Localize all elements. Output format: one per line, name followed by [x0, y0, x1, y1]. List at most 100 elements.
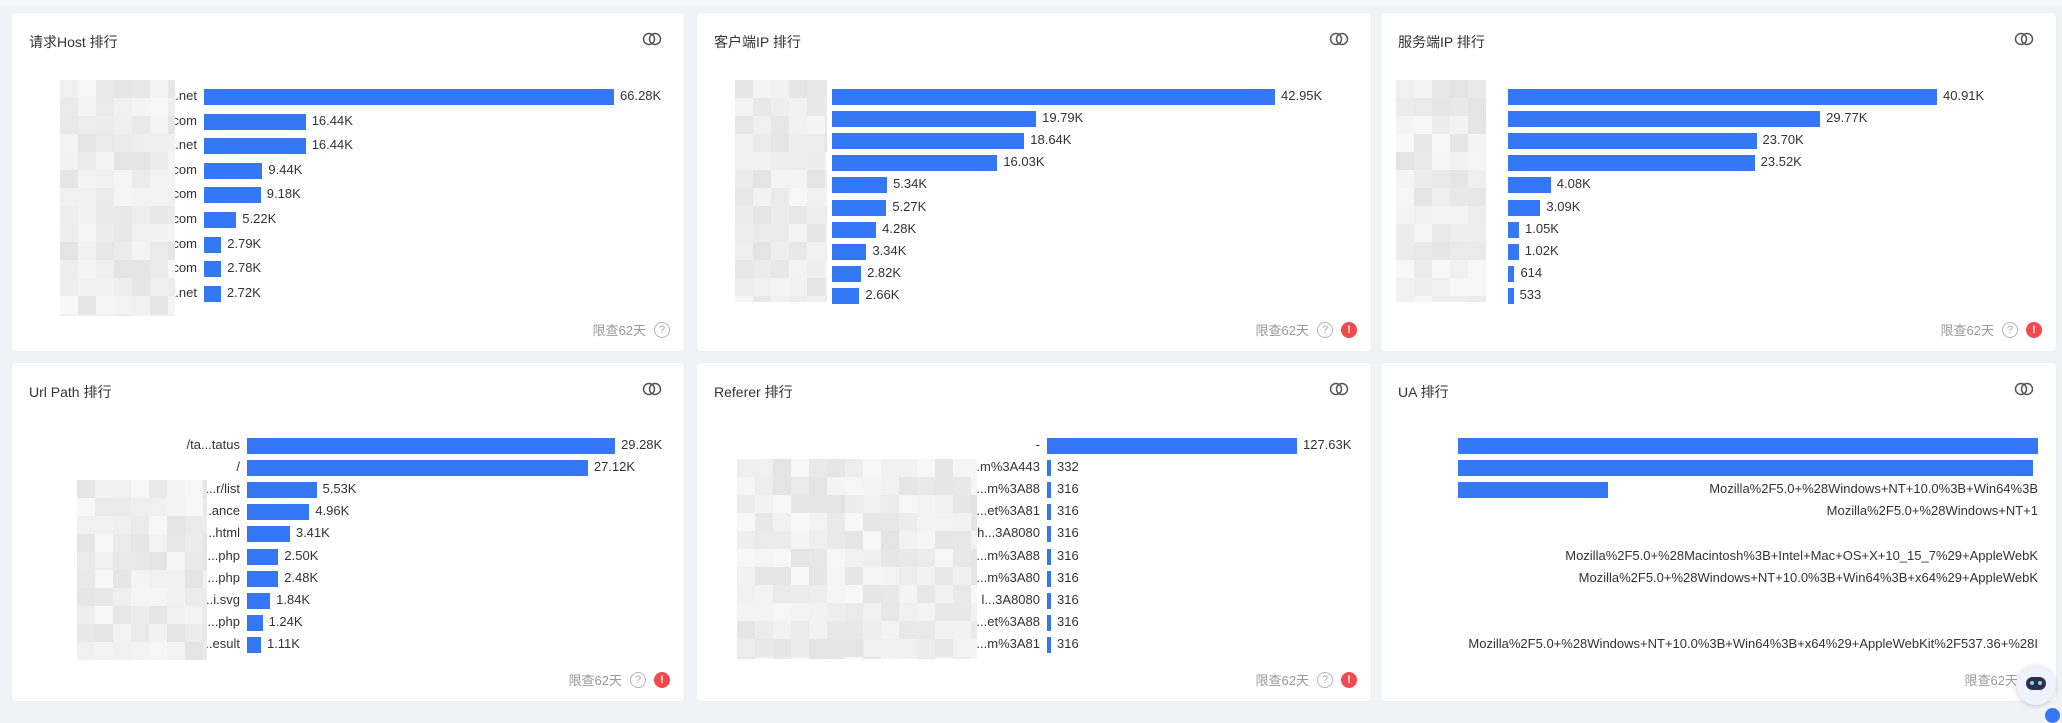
value-label: 316 [1057, 635, 1079, 651]
bar-row: l...3A8080 316 [697, 590, 1371, 610]
footer-note: 限查62天 [1255, 673, 1309, 688]
exclamation-circle-icon[interactable]: ! [1341, 321, 1357, 338]
view-toggle-icon[interactable] [2014, 31, 2034, 47]
category-label: - [1035, 437, 1040, 452]
bar[interactable] [247, 526, 290, 543]
question-circle-icon[interactable]: ? [1317, 671, 1333, 688]
value-label: 23.70K [1762, 132, 1804, 148]
bar[interactable] [1047, 482, 1051, 499]
value-label: 16.44K [311, 112, 353, 128]
exclamation-circle-icon[interactable]: ! [654, 671, 670, 688]
question-circle-icon[interactable]: ? [630, 671, 646, 688]
bar[interactable] [1047, 570, 1051, 587]
bar[interactable] [247, 482, 317, 499]
bar[interactable] [247, 548, 279, 565]
question-circle-icon[interactable]: ? [2002, 321, 2018, 338]
bar[interactable] [247, 592, 271, 609]
value-label: 66.28K [620, 88, 662, 103]
card-title: UA 排行 [1398, 384, 1449, 400]
bar[interactable] [1508, 155, 1755, 172]
bar[interactable] [832, 265, 862, 282]
bar[interactable] [832, 89, 1275, 105]
question-circle-icon[interactable]: ? [1317, 321, 1333, 338]
bar[interactable] [1458, 460, 2033, 477]
value-label: 2.66K [865, 286, 900, 302]
bar-row [1381, 435, 2056, 455]
bar[interactable] [832, 243, 867, 260]
bar[interactable] [1508, 199, 1541, 216]
category-label: Mozilla%2F5.0+%28Windows+NT+10.0%3B+Win6… [1578, 569, 2038, 585]
value-label: 29.77K [1826, 110, 1868, 126]
bar[interactable] [1508, 89, 1937, 105]
bar[interactable] [247, 438, 615, 454]
bar[interactable] [247, 636, 261, 653]
bar[interactable] [1458, 482, 1608, 499]
view-toggle-icon[interactable] [642, 31, 662, 47]
view-toggle-icon[interactable] [1329, 31, 1349, 47]
bar-row: ...php 2.50K [12, 546, 684, 566]
bar[interactable] [1508, 177, 1551, 194]
bar[interactable] [204, 261, 222, 278]
category-label: Mozilla%2F5.0+%28Macintosh%3B+Intel+Mac+… [1565, 547, 2038, 563]
bar[interactable] [1047, 614, 1051, 631]
bar[interactable] [832, 221, 877, 238]
bar[interactable] [204, 285, 221, 302]
value-label: 3.34K [872, 242, 907, 258]
exclamation-circle-icon[interactable]: ! [2026, 321, 2042, 338]
redaction-mosaic [1396, 80, 1486, 302]
bar[interactable] [204, 89, 614, 105]
bar[interactable] [832, 155, 998, 172]
bar[interactable] [832, 177, 888, 194]
bar[interactable] [1047, 504, 1051, 521]
bar-row: Mozilla%2F5.0+%28Windows+NT+10.0%3B+Win6… [1381, 479, 2056, 499]
ranking-card: UA 排行 Mozilla%2F5.0+%28Windows+NT+10.0%3B… [1381, 363, 2056, 701]
ranking-card: 请求Host 排行 c...t.net 66.28K ...com 16.44K ...t… [12, 13, 684, 351]
bar-row: ...php 1.24K [12, 612, 684, 632]
card-title: 客户端IP 排行 [714, 34, 801, 50]
value-label: 9.18K [266, 186, 301, 202]
bar[interactable] [1508, 111, 1821, 128]
exclamation-circle-icon[interactable]: ! [1341, 671, 1357, 688]
bar[interactable] [204, 187, 261, 204]
bar[interactable] [1508, 287, 1514, 304]
view-toggle-icon[interactable] [2014, 381, 2034, 397]
bar[interactable] [204, 212, 237, 228]
value-label: 40.91K [1943, 88, 1985, 103]
bar[interactable] [1508, 221, 1519, 238]
value-label: 2.48K [284, 569, 319, 585]
bar[interactable] [832, 111, 1037, 128]
bar[interactable] [247, 460, 588, 477]
view-toggle-icon[interactable] [1329, 381, 1349, 397]
view-toggle-icon[interactable] [642, 381, 662, 397]
bar[interactable] [1047, 526, 1051, 543]
bar[interactable] [247, 504, 310, 521]
bar-row [1381, 590, 2056, 610]
bar[interactable] [247, 614, 263, 631]
bar[interactable] [204, 162, 263, 179]
bar[interactable] [1458, 438, 2038, 454]
bar[interactable] [1047, 592, 1051, 609]
question-circle-icon[interactable]: ? [654, 321, 670, 338]
bar[interactable] [204, 113, 306, 130]
card-footer: 限查62天?! [1256, 320, 1357, 339]
bar[interactable] [1508, 265, 1515, 282]
bar[interactable] [832, 133, 1025, 150]
bar-row [1381, 612, 2056, 632]
bar[interactable] [1047, 548, 1051, 565]
bar[interactable] [832, 287, 860, 304]
bar[interactable] [1508, 133, 1757, 150]
value-label: 29.28K [621, 437, 663, 452]
bar[interactable] [247, 570, 279, 587]
bar[interactable] [832, 199, 887, 216]
bar[interactable] [1047, 438, 1297, 454]
redaction-mosaic [737, 459, 977, 659]
bar[interactable] [204, 236, 222, 253]
card-title: 请求Host 排行 [29, 34, 118, 50]
assistant-avatar-icon[interactable] [2016, 665, 2056, 705]
bar-row: Mozilla%2F5.0+%28Windows+NT+10.0%3B+Win6… [1381, 634, 2056, 654]
bar[interactable] [1047, 636, 1051, 653]
bar[interactable] [1047, 460, 1051, 477]
value-label: 316 [1057, 503, 1079, 519]
bar[interactable] [204, 138, 306, 155]
bar[interactable] [1508, 243, 1519, 260]
